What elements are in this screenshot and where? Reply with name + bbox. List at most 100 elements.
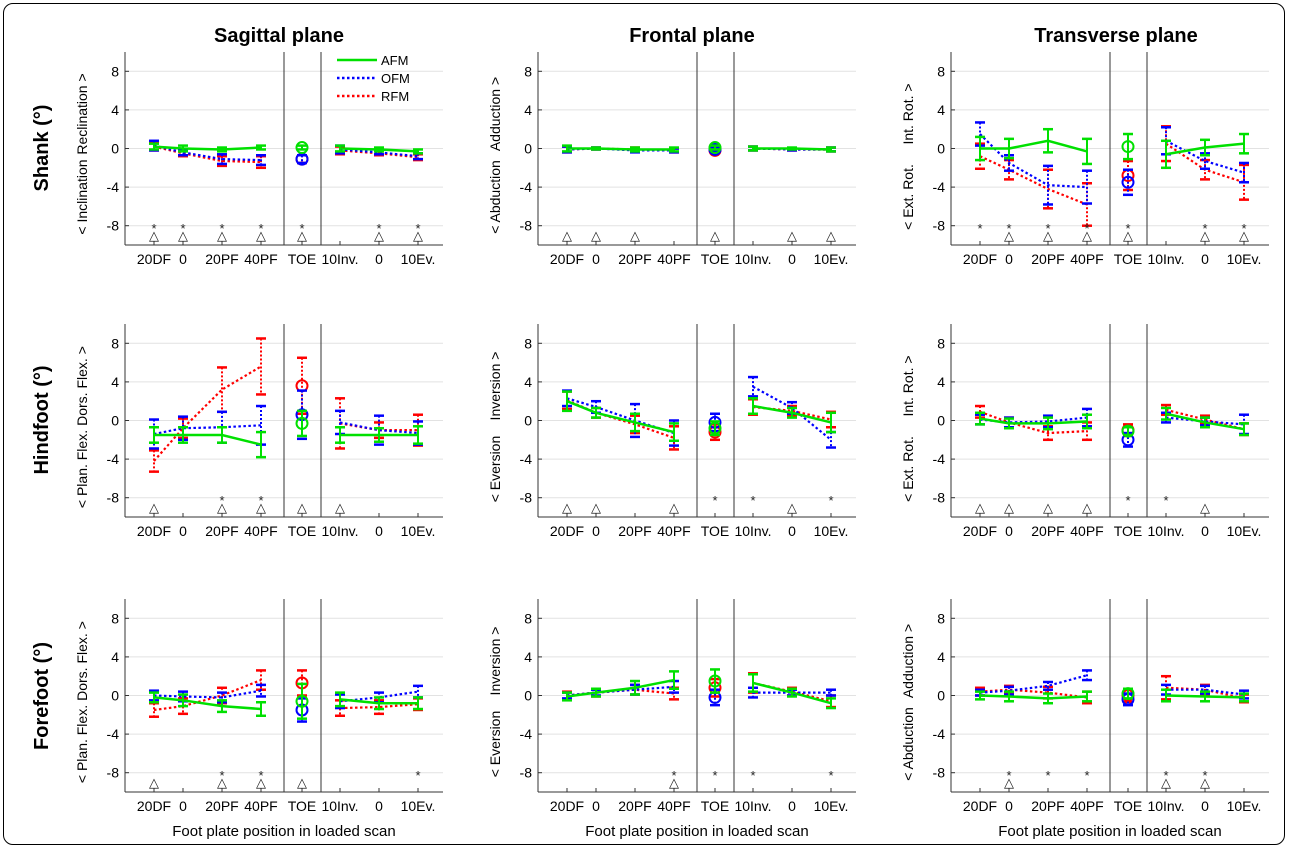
panel: 8 4 0 -4 -8 20DF 0 20PF 40PF TOE 10Inv. 0 10Ev. Dors.… [74, 324, 443, 539]
x-tick-label: 20PF [1031, 251, 1064, 267]
y-tick-label: -4 [107, 726, 120, 742]
significance-star: * [828, 493, 833, 508]
significance-star: * [1202, 768, 1207, 783]
y-label-positive: Adduction > [900, 624, 916, 698]
series-line-ofm [339, 690, 419, 703]
x-tick-label: 20PF [618, 523, 651, 539]
significance-star: * [376, 221, 381, 236]
panel: 8 4 0 -4 -8 20DF 0 20PF 40PF TOE 10Inv. 0 10Ev. Int. … [900, 52, 1269, 267]
significance-triangle: △ [630, 228, 640, 243]
y-tick-label: 4 [524, 102, 532, 118]
y-tick-label: -8 [933, 765, 946, 781]
x-tick-label: 20DF [137, 798, 171, 814]
y-tick-label: -8 [107, 765, 120, 781]
y-tick-label: -8 [107, 218, 120, 234]
significance-star: * [1125, 493, 1130, 508]
significance-triangle: △ [149, 500, 159, 515]
x-tick-label: TOE [701, 251, 730, 267]
significance-star: * [671, 768, 676, 783]
toe-marker-afm [295, 694, 309, 708]
toe-marker-afm [295, 416, 309, 430]
x-tick-label: 0 [788, 251, 796, 267]
toe-marker-afm [1121, 424, 1135, 438]
x-tick-label: 0 [1201, 251, 1209, 267]
significance-triangle: △ [1200, 228, 1210, 243]
significance-triangle: △ [149, 228, 159, 243]
significance-star: * [299, 221, 304, 236]
x-tick-label: 10Ev. [1227, 523, 1262, 539]
panel: 8 4 0 -4 -8 20DF 0 20PF 40PF TOE 10Inv. 0 10Ev. Dors.… [74, 599, 443, 814]
significance-star: * [1202, 221, 1207, 236]
significance-star: * [977, 221, 982, 236]
y-tick-label: 8 [524, 610, 532, 626]
significance-triangle: △ [297, 228, 307, 243]
significance-triangle: △ [1004, 500, 1014, 515]
significance-triangle: △ [562, 500, 572, 515]
significance-triangle: △ [256, 500, 266, 515]
y-tick-label: -4 [107, 451, 120, 467]
significance-triangle: △ [826, 228, 836, 243]
series-line-ofm [1166, 688, 1245, 696]
significance-star: * [415, 768, 420, 783]
y-label-negative: < Abduction [900, 707, 916, 781]
significance-triangle: △ [591, 228, 601, 243]
y-tick-label: 0 [111, 688, 119, 704]
x-tick-label: 20DF [550, 251, 584, 267]
x-tick-label: 40PF [657, 251, 690, 267]
x-axis-title: Foot plate position in loaded scan [998, 823, 1221, 840]
y-label-negative: < Abduction [487, 160, 503, 234]
y-label-negative: < Eversion [487, 436, 503, 503]
y-tick-label: 8 [524, 63, 532, 79]
series-line-afm [566, 400, 675, 434]
series-line-afm [154, 433, 262, 446]
row-title: Forefoot (°) [31, 642, 53, 750]
toe-marker-afm [708, 421, 722, 435]
legend-label: OFM [381, 71, 410, 86]
y-tick-label: 8 [937, 610, 945, 626]
series-line-rfm [979, 155, 1088, 206]
y-label-positive: Adduction > [487, 77, 503, 151]
significance-star: * [1241, 221, 1246, 236]
x-tick-label: 40PF [657, 798, 690, 814]
x-tick-label: 40PF [244, 251, 277, 267]
panel: 8 4 0 -4 -8 20DF 0 20PF 40PF TOE 10Inv. 0 10Ev. Adduc… [900, 599, 1269, 814]
significance-triangle: △ [1200, 775, 1210, 790]
y-tick-label: -4 [933, 179, 946, 195]
significance-triangle: △ [1200, 500, 1210, 515]
x-tick-label: 0 [1201, 523, 1209, 539]
significance-star: * [219, 768, 224, 783]
column-title: Sagittal plane [214, 25, 344, 47]
x-tick-label: 20DF [963, 798, 997, 814]
y-tick-label: 4 [524, 649, 532, 665]
x-tick-label: 10Ev. [1227, 251, 1262, 267]
x-tick-label: TOE [288, 798, 317, 814]
x-tick-label: 10Ev. [814, 251, 849, 267]
significance-triangle: △ [591, 500, 601, 515]
y-tick-label: 4 [937, 649, 945, 665]
series-line-ofm [339, 148, 419, 158]
x-tick-label: 20PF [1031, 523, 1064, 539]
series-line-rfm [339, 422, 418, 432]
y-label-negative: < Ext. Rot. [900, 164, 916, 230]
y-tick-label: 8 [111, 63, 119, 79]
y-tick-label: 0 [524, 141, 532, 157]
significance-triangle: △ [669, 775, 679, 790]
x-tick-label: 0 [592, 523, 600, 539]
x-tick-label: 40PF [1070, 798, 1103, 814]
significance-star: * [258, 493, 263, 508]
y-tick-label: -4 [520, 451, 533, 467]
significance-triangle: △ [335, 500, 345, 515]
y-tick-label: 4 [111, 374, 119, 390]
x-tick-label: 40PF [244, 798, 277, 814]
y-tick-label: -4 [933, 451, 946, 467]
y-tick-label: 0 [937, 688, 945, 704]
significance-star: * [1125, 221, 1130, 236]
panel: 8 4 0 -4 -8 20DF 0 20PF 40PF TOE 10Inv. 0 10Ev. Inver… [487, 599, 856, 814]
toe-marker-afm [1121, 140, 1135, 154]
y-label-negative: < Plan. Flex. [74, 705, 90, 783]
y-tick-label: 4 [937, 374, 945, 390]
significance-triangle: △ [297, 500, 307, 515]
significance-star: * [258, 768, 263, 783]
series-line-rfm [752, 405, 832, 421]
